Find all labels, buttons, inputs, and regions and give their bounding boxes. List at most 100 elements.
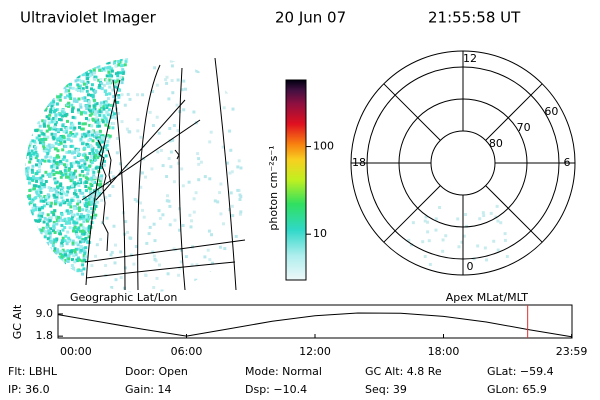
pixel [72,266,75,270]
pixel [28,249,32,253]
pixel [464,224,468,228]
pixel [79,223,83,227]
pixel [124,220,128,224]
pixel [30,96,34,99]
pixel [31,282,35,286]
pixel [39,284,43,288]
pixel [69,82,72,86]
pixel [25,110,26,114]
pixel [78,217,82,221]
pixel [72,254,76,258]
pixel [62,263,66,267]
pixel [25,150,26,154]
pixel [21,122,24,125]
pixel [64,192,68,196]
pixel [69,126,73,130]
pixel [106,103,110,107]
pixel [102,100,106,104]
pixel [39,105,43,109]
pixel [38,219,42,223]
pixel [21,290,24,293]
pixel [88,187,92,191]
pixel [99,189,102,192]
pixel [82,57,86,59]
pixel [25,57,26,61]
pixel [87,217,91,221]
pixel [67,254,71,258]
pixel [234,72,238,76]
pixel [89,69,93,73]
pixel [21,56,24,59]
pixel [92,207,96,211]
pixel [178,228,181,232]
pixel [57,87,61,91]
pixel [67,221,71,224]
pixel [46,82,50,86]
pixel [73,66,77,70]
pixel [42,61,46,65]
pixel [39,289,43,293]
pixel [76,73,80,76]
pixel [88,231,91,235]
pixel [32,108,36,111]
pixel [21,121,24,124]
pixel [85,85,89,89]
pixel [51,264,55,268]
pixel [155,83,159,87]
pixel [25,219,26,223]
pixel [180,167,184,171]
pixel [48,172,52,176]
pixel [84,111,88,115]
pixel [110,67,114,71]
pixel [116,74,120,77]
pixel [37,285,40,289]
pixel [54,240,58,244]
pixel [55,64,59,67]
pixel [494,215,498,219]
pixel [54,260,58,264]
pixel [136,118,140,122]
pixel [87,209,91,213]
pixel [47,96,51,100]
pixel [43,229,47,233]
pixel [81,134,85,138]
pixel [97,138,101,142]
colorbar [285,79,307,281]
pixel [73,175,77,179]
pixel [54,141,58,145]
pixel [86,168,90,172]
pixel [179,260,183,264]
pixel [218,245,222,249]
pixel [25,109,27,113]
pixel [29,154,33,158]
pixel [72,161,76,165]
pixel [107,70,111,74]
pixel [30,286,34,290]
pixel [85,104,89,108]
pixel [32,236,36,239]
pixel [31,74,35,78]
pixel [59,279,62,282]
pixel [28,160,32,164]
pixel [20,230,23,233]
pixel [27,113,31,117]
pixel [55,108,59,112]
pixel [79,244,83,248]
pixel [113,58,117,61]
pixel [52,226,56,230]
pixel [93,176,97,180]
pixel [72,229,75,233]
pixel [43,159,47,163]
pixel [27,202,31,206]
pixel [22,284,25,287]
pixel [129,236,133,240]
pixel [237,159,241,163]
pixel [116,79,120,83]
pixel [27,83,31,87]
pixel [69,139,73,143]
pixel [25,79,26,83]
pixel [101,67,105,71]
pixel [52,119,56,123]
pixel [77,209,81,212]
pixel [69,250,72,254]
